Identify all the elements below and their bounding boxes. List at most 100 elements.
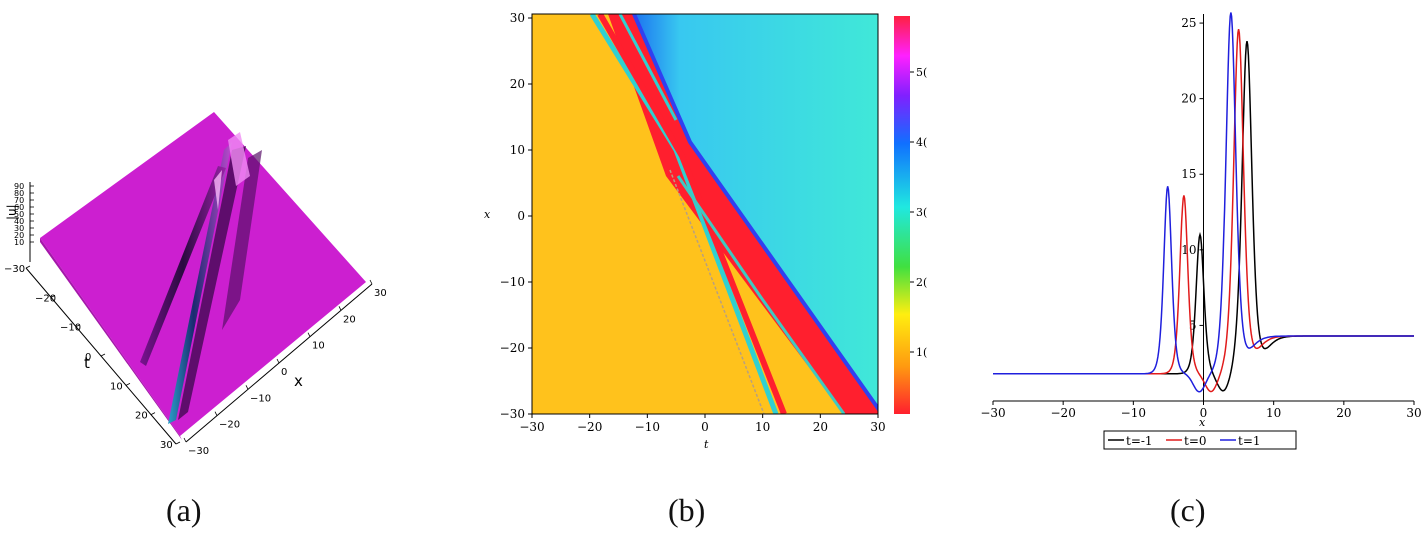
line-x-tick-label: 30: [1406, 406, 1421, 420]
line-y-tick-label: 5: [1189, 318, 1197, 332]
x-tick-mark: [369, 279, 373, 285]
heat-y-tick-label: −30: [500, 407, 525, 421]
heat-band-edge-blue: [632, 14, 878, 412]
heat-cyan-region: [630, 14, 878, 414]
line-x-tick-label: 0: [1200, 406, 1208, 420]
line-y-tick-label: 20: [1181, 92, 1196, 106]
heat-y-tick-label: 0: [517, 209, 525, 223]
t-tick-label: 10: [110, 381, 123, 392]
z-tick-label: 40: [14, 217, 24, 226]
heat-stripe-3: [618, 14, 678, 121]
t-tick-mark: [50, 294, 56, 298]
t-tick-label: 30: [160, 440, 173, 451]
heat-y-tick-label: 20: [510, 77, 525, 91]
heat-y-ticks: 30 20 10 0 −10 −20 −30: [500, 11, 532, 421]
line-plot: −30 −20 −10 0 10 20 30 25 20 15 10 5 x t=-1 t=0 t=1: [980, 12, 1422, 450]
t-tick-mark: [125, 382, 131, 386]
heat-x-tick-label: 20: [813, 420, 828, 434]
line-x-tick-label: 20: [1336, 406, 1351, 420]
z-tick-label: 20: [14, 231, 24, 240]
heat-y-tick-label: −10: [500, 275, 525, 289]
t-tick-label: −30: [4, 264, 25, 275]
z-tick-label: 90: [14, 182, 24, 191]
t-tick-label: −20: [35, 293, 56, 304]
colorbar-tick-label: 2(: [916, 276, 927, 289]
ridge-wave-3: [140, 166, 226, 366]
ridge-wave-4: [222, 150, 262, 330]
line-x-tick-label: −20: [1051, 406, 1076, 420]
x-tick-labels: 30 20 10 0 −10 −20 −30: [183, 279, 387, 457]
series-line-t=1: [993, 12, 1414, 393]
line-y-tick-label: 10: [1181, 243, 1196, 257]
t-tick-label: 0: [85, 352, 91, 363]
z-tick-label: 50: [14, 210, 24, 219]
colorbar: [894, 16, 910, 414]
t-tick-mark: [75, 324, 81, 328]
x-tick-label: 20: [343, 314, 356, 325]
heat-x-tick-label: −10: [635, 420, 660, 434]
x-tick-mark: [214, 411, 218, 416]
z-tick-label: 80: [14, 189, 24, 198]
colorbar-tick-label: 4(: [916, 136, 927, 149]
density-plot: −30 −20 −10 0 10 20 30 30 20 10 0 −10 −20 −30 t x 5(…: [484, 11, 927, 451]
x-tick-mark: [307, 332, 311, 337]
caption-c: (c): [1170, 492, 1206, 528]
heat-x-tick-label: 30: [870, 420, 885, 434]
line-y-tick-label: 15: [1181, 167, 1196, 181]
legend-box: [1103, 430, 1297, 450]
t-tick-mark: [25, 265, 31, 269]
surface-front-edge: [40, 238, 182, 440]
ridge-wave-2: [178, 146, 246, 420]
heat-x-axis-label: t: [704, 438, 709, 451]
t-tick-labels: −30 −20 −10 0 10 20 30: [4, 264, 181, 451]
x-tick-label: −10: [250, 393, 271, 404]
z-tick-label: 10: [14, 238, 24, 247]
heat-faint-line: [669, 169, 765, 414]
x-tick-label: 10: [312, 341, 325, 352]
z-tick-label: 60: [14, 203, 24, 212]
heat-x-tick-label: 10: [755, 420, 770, 434]
legend: t=-1 t=0 t=1: [1103, 430, 1297, 450]
heat-x-tick-label: 0: [701, 420, 709, 434]
line-series: [993, 12, 1414, 393]
t-axis-label: t: [84, 354, 90, 372]
heat-x-tick-label: −30: [519, 420, 544, 434]
line-x-tick-label: 10: [1266, 406, 1281, 420]
z-axis-label: |u|: [5, 204, 19, 220]
ridge-highlight: [228, 132, 250, 186]
colorbar-ticks: 5(4(3(2(1(: [910, 66, 927, 359]
colorbar-tick-label: 1(: [916, 346, 927, 359]
heat-y-tick-label: 10: [510, 143, 525, 157]
t-tick-mark: [150, 412, 156, 416]
line-x-tick-label: −10: [1121, 406, 1146, 420]
x-tick-label: −20: [219, 420, 240, 431]
z-tick-label: 70: [14, 196, 24, 205]
heat-stripe-2: [597, 14, 787, 414]
x-axis-label: x: [294, 372, 303, 390]
x-tick-label: 30: [374, 288, 387, 299]
t-tick-label: 20: [135, 411, 148, 422]
line-y-tick-label: 25: [1181, 16, 1196, 30]
legend-label: t=0: [1184, 434, 1207, 448]
x-tick-mark: [338, 306, 342, 311]
line-axes: −30 −20 −10 0 10 20 30 25 20 15 10 5: [980, 14, 1422, 420]
heat-y-tick-label: 30: [510, 11, 525, 25]
heat-x-ticks: −30 −20 −10 0 10 20 30: [519, 414, 886, 434]
heat-x-tick-label: −20: [577, 420, 602, 434]
t-tick-mark: [175, 441, 181, 445]
t-tick-mark: [100, 353, 106, 357]
x-tick-mark: [183, 437, 187, 443]
ridge-wave-1: [168, 142, 232, 424]
x-tick-mark: [245, 385, 249, 390]
ridge-highlight-2: [214, 170, 222, 210]
x-tick-label: 0: [281, 367, 287, 378]
caption-b: (b): [668, 492, 706, 528]
heat-y-tick-label: −20: [500, 341, 525, 355]
caption-a: (a): [166, 492, 202, 528]
legend-label: t=-1: [1126, 434, 1153, 448]
z-tick-label: 30: [14, 224, 24, 233]
legend-label: t=1: [1238, 434, 1261, 448]
heat-y-axis-label: x: [484, 208, 491, 221]
